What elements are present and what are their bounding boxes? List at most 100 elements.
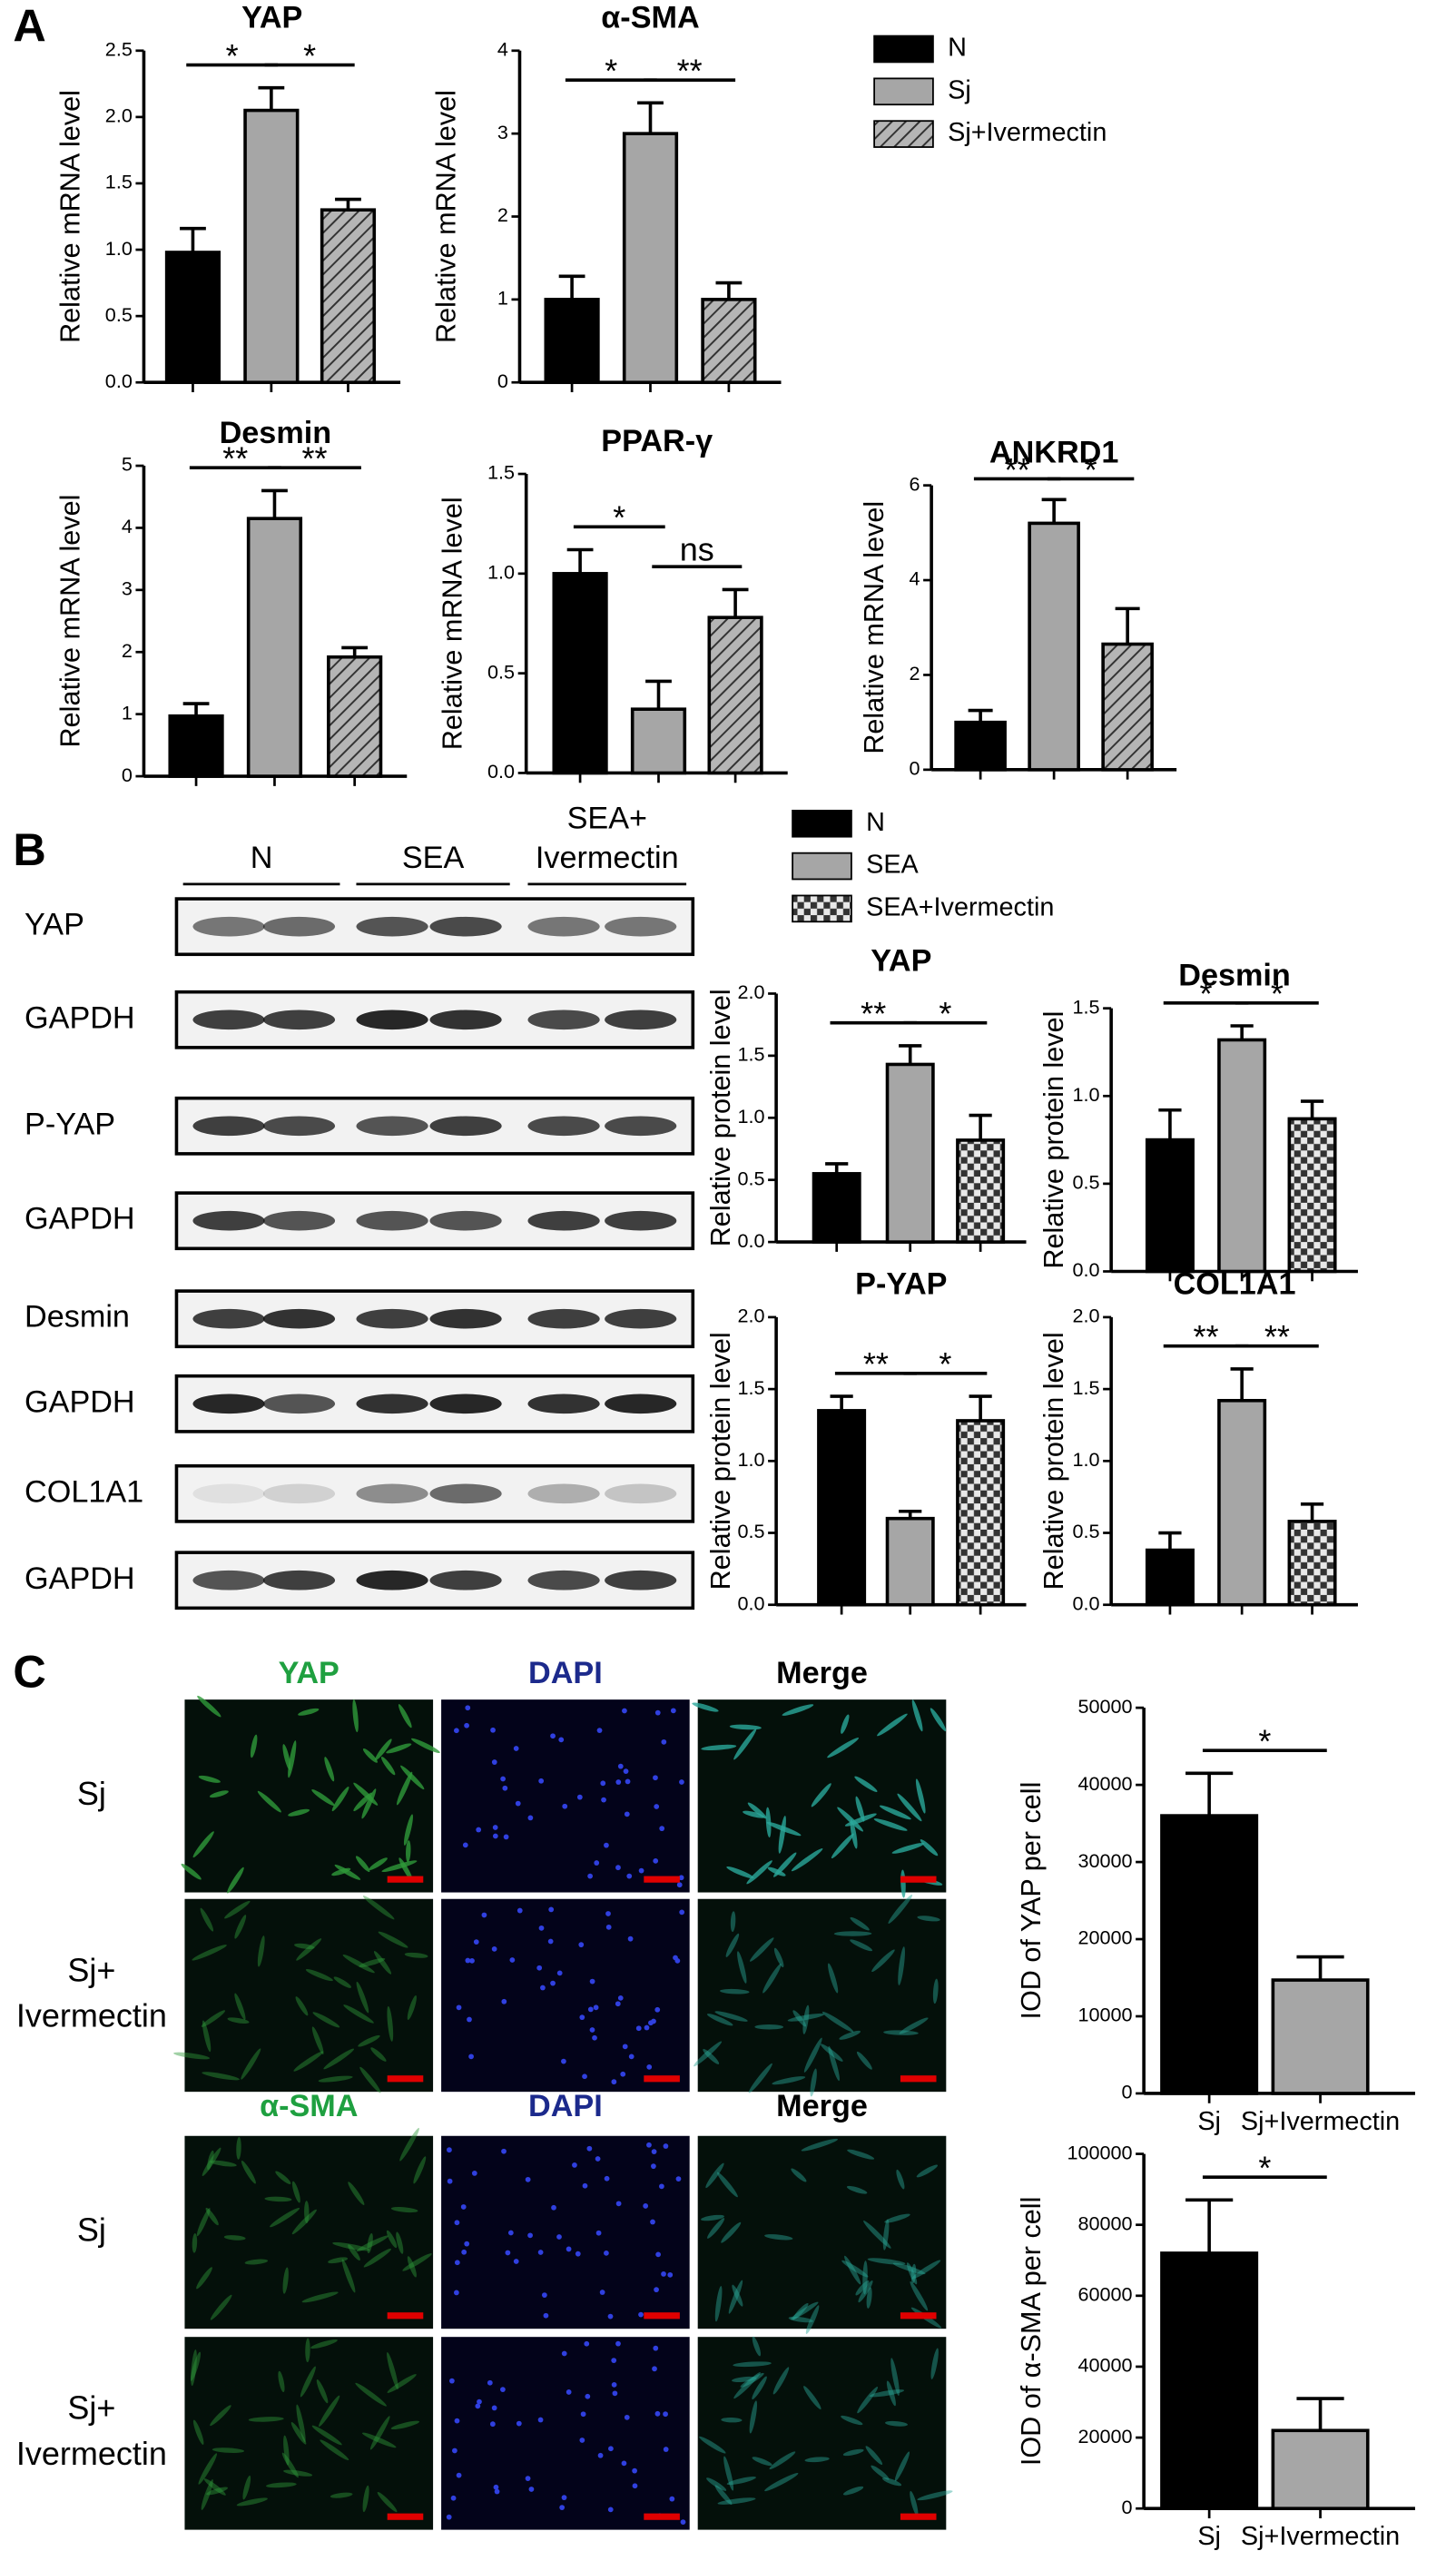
y-tick-label: 0 [1122, 2496, 1133, 2518]
nucleus [600, 1780, 606, 1787]
cell [396, 2231, 404, 2254]
nucleus [456, 2004, 462, 2011]
image-row-label: Ivermectin [16, 2435, 167, 2472]
cell [911, 2260, 941, 2280]
cell [862, 2260, 868, 2295]
blot-band [262, 1116, 336, 1137]
bar [1160, 1814, 1259, 2095]
cell [207, 2150, 214, 2171]
blot-band [527, 916, 600, 937]
nucleus [528, 2487, 535, 2492]
bar [243, 108, 300, 385]
cell [369, 1857, 388, 1870]
cell [323, 2048, 355, 2070]
panel-label: C [13, 1645, 45, 1697]
blot-band [429, 1394, 502, 1414]
nucleus [491, 1945, 497, 1952]
nucleus [541, 2292, 547, 2298]
nucleus [489, 2421, 496, 2428]
cell [348, 2182, 365, 2206]
bar [320, 208, 377, 385]
blot-band [262, 1210, 336, 1231]
bar [246, 517, 303, 778]
nucleus [667, 2271, 674, 2278]
nucleus [669, 2496, 675, 2502]
y-tick-label: 6 [909, 472, 920, 495]
micrograph [697, 2337, 947, 2530]
nucleus [675, 2176, 682, 2182]
nucleus [476, 1827, 482, 1833]
y-axis-label: IOD of YAP per cell [1016, 1782, 1047, 2020]
nucleus [500, 1776, 507, 1782]
cell [701, 1744, 737, 1751]
cell [373, 1951, 392, 1975]
cell [842, 2486, 864, 2496]
nucleus [615, 2201, 622, 2207]
cell [725, 1933, 740, 1957]
cell [305, 2338, 310, 2363]
chart-title: COL1A1 [1174, 1267, 1296, 1302]
blot-band [356, 1570, 428, 1591]
micrograph [697, 1898, 947, 2093]
y-tick-label: 5 [122, 453, 133, 476]
cell [275, 2171, 291, 2184]
cell [206, 2487, 229, 2496]
nucleus [654, 2410, 661, 2417]
y-axis-label: Relative protein level [1038, 1332, 1069, 1590]
image-row-label: Sj+ [67, 2389, 115, 2427]
cell [356, 2235, 389, 2252]
cell [891, 1842, 925, 1854]
cell [833, 1931, 872, 1936]
cell [883, 2030, 919, 2035]
cell [726, 1866, 754, 1879]
cell [192, 1945, 227, 1961]
cell [341, 2259, 356, 2293]
cell [358, 2034, 380, 2047]
nucleus [653, 1775, 658, 1781]
y-tick-label: 30000 [1077, 1849, 1132, 1872]
cell [804, 2457, 830, 2463]
cell [362, 2485, 369, 2513]
cell [811, 1783, 831, 1807]
legend-swatch [792, 852, 852, 881]
y-tick-label: 20000 [1077, 1926, 1132, 1949]
nucleus [556, 1970, 563, 1976]
nucleus [628, 2054, 635, 2060]
cell [200, 1907, 214, 1932]
scale-bar [644, 1876, 680, 1883]
cell [310, 2339, 338, 2349]
legend-label: N [866, 808, 885, 837]
cell [413, 2156, 427, 2184]
y-tick-label: 1.0 [487, 561, 515, 584]
cell [749, 2400, 758, 2434]
blot-band [192, 1394, 265, 1414]
cell [192, 1831, 214, 1858]
y-tick-label: 0.0 [1072, 1591, 1099, 1614]
y-tick-label: 40000 [1077, 1772, 1132, 1795]
cell [250, 1734, 258, 1758]
cell [202, 2147, 221, 2177]
nucleus [447, 2178, 453, 2184]
nucleus [516, 2420, 522, 2427]
cell [402, 2253, 432, 2271]
y-tick-label: 0.5 [1072, 1171, 1099, 1194]
cell [244, 2259, 269, 2265]
blot-band [429, 1010, 502, 1030]
cell [398, 1704, 412, 1729]
bar [1101, 642, 1154, 772]
nucleus [651, 2149, 657, 2155]
nucleus [492, 1833, 498, 1839]
nucleus [653, 2345, 659, 2351]
cell [227, 1866, 244, 1894]
cell [242, 2475, 251, 2500]
nucleus [580, 2411, 586, 2418]
cell [884, 2213, 910, 2223]
bar [956, 1138, 1006, 1244]
cell [305, 1969, 333, 1982]
cell [723, 2456, 734, 2491]
scale-bar [644, 2312, 680, 2320]
nucleus [507, 2230, 514, 2236]
nucleus [592, 2034, 597, 2041]
y-tick-label: 1 [497, 287, 508, 310]
cell [730, 1911, 736, 1933]
